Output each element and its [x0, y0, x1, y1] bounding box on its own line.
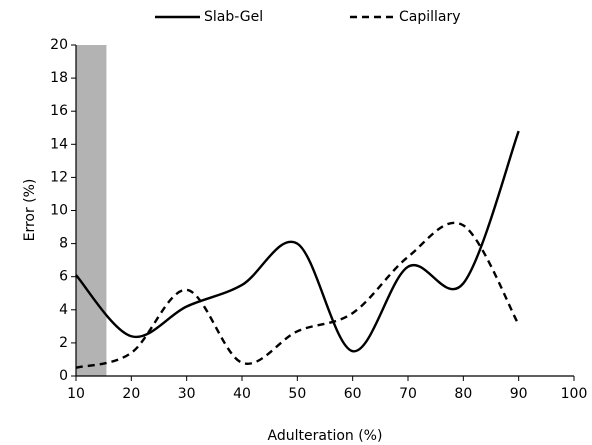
- y-tick-label: 20: [50, 37, 68, 53]
- shaded-region: [76, 45, 107, 376]
- x-tick-label: 10: [67, 386, 85, 402]
- x-tick-label: 90: [510, 386, 528, 402]
- x-tick-label: 100: [561, 386, 588, 402]
- y-tick-label: 16: [50, 103, 68, 119]
- x-tick-label: 40: [233, 386, 251, 402]
- y-tick-label: 10: [50, 203, 68, 219]
- y-axis-label: Error (%): [22, 179, 38, 242]
- x-tick-label: 30: [178, 386, 196, 402]
- x-tick-label: 70: [399, 386, 417, 402]
- y-tick-label: 6: [59, 269, 68, 285]
- y-tick-label: 12: [50, 169, 68, 185]
- x-tick-label: 80: [454, 386, 472, 402]
- x-axis-label: Adulteration (%): [268, 428, 383, 444]
- y-tick-label: 0: [59, 368, 68, 384]
- legend-label: Capillary: [399, 9, 461, 25]
- y-tick-label: 14: [50, 136, 68, 152]
- y-tick-label: 18: [50, 70, 68, 86]
- y-tick-label: 2: [59, 335, 68, 351]
- y-tick-label: 4: [59, 302, 68, 318]
- series-line: [75, 221, 520, 369]
- x-tick-label: 50: [288, 386, 306, 402]
- x-tick-label: 60: [344, 386, 362, 402]
- x-tick-label: 20: [122, 386, 140, 402]
- legend-label: Slab-Gel: [204, 9, 263, 25]
- series-line: [75, 130, 520, 353]
- y-tick-label: 8: [59, 236, 68, 252]
